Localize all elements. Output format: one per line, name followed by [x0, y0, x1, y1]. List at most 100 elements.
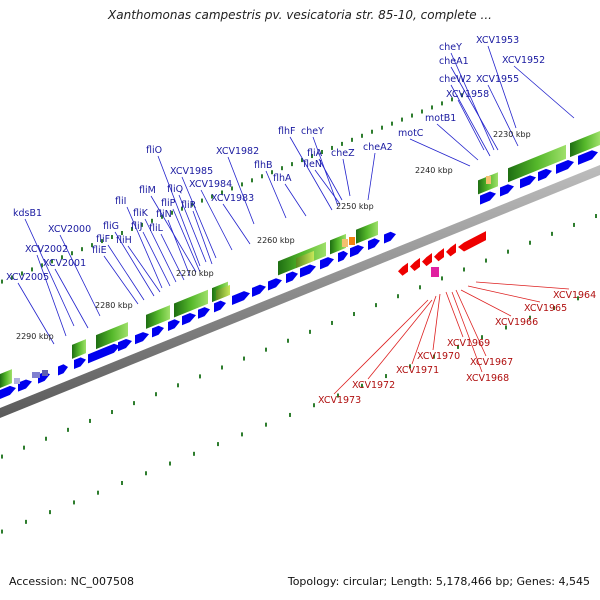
scale-dot	[311, 154, 313, 159]
scale-dot	[451, 97, 453, 102]
gene-labels: XCV1953 cheY cheA1 XCV1952 cheW2 XCV1955 XCV19…	[6, 35, 596, 406]
scale-dot	[25, 519, 27, 524]
scale-dot	[217, 442, 219, 447]
reverse-gene-leader	[455, 289, 487, 357]
forward-gene-leader	[107, 244, 145, 301]
kbp-tick-label: 2270 kbp	[176, 269, 214, 278]
reverse-gene-leader	[333, 299, 429, 395]
scale-dot	[553, 306, 555, 311]
forward-gene-label: fliR	[181, 200, 197, 211]
kbp-tick-label: 2240 kbp	[415, 166, 453, 175]
scale-dot	[375, 303, 377, 308]
reverse-gene-leader	[432, 293, 441, 351]
forward-gene-label: XCV2000	[48, 224, 91, 235]
gene-cluster-block	[508, 144, 566, 183]
gene-cluster-block	[146, 305, 170, 329]
forward-gene-label: XCV2001	[43, 258, 86, 269]
forward-gene-leader	[289, 136, 333, 211]
scale-dot	[595, 214, 597, 219]
forward-gene-label: fliL	[149, 223, 164, 234]
forward-gene-label: cheA2	[363, 142, 393, 153]
scale-dot	[265, 347, 267, 352]
scale-dot	[321, 149, 323, 154]
gene-accent-block	[349, 237, 355, 245]
forward-gene-block	[135, 332, 149, 345]
scale-dot	[89, 418, 91, 423]
forward-gene-block	[58, 364, 68, 376]
forward-gene-block	[556, 159, 574, 174]
scale-dot	[211, 194, 213, 199]
scale-dot	[341, 141, 343, 146]
scale-dot	[161, 214, 163, 219]
scale-dot	[101, 239, 103, 244]
scale-dot	[177, 383, 179, 388]
forward-gene-label: cheW2	[439, 74, 472, 85]
scale-dot	[301, 158, 303, 163]
forward-gene-block	[520, 175, 536, 189]
forward-gene-block	[18, 379, 32, 392]
scale-dot	[141, 222, 143, 227]
forward-gene-block	[168, 319, 180, 331]
forward-gene-leader	[192, 210, 213, 265]
scale-dot	[155, 392, 157, 397]
reverse-gene-label: XCV1969	[447, 338, 490, 349]
forward-gene-block	[384, 231, 396, 244]
scale-dot	[551, 231, 553, 236]
scale-dot	[171, 210, 173, 215]
topology-label: Topology: circular; Length: 5,178,466 bp…	[287, 575, 590, 588]
scale-dot	[145, 471, 147, 476]
forward-gene-block	[320, 257, 334, 270]
scale-dot	[1, 279, 3, 284]
scale-dot	[397, 294, 399, 299]
scale-dot	[261, 174, 263, 179]
forward-gene-block	[538, 168, 552, 182]
forward-gene-leader	[436, 123, 479, 161]
gene-cluster-block	[330, 233, 346, 255]
forward-gene-label: XCV1983	[211, 193, 254, 204]
gene-cluster-block	[356, 220, 378, 244]
scale-dot	[181, 206, 183, 211]
forward-gene-leader	[367, 152, 376, 201]
scale-dot	[461, 93, 463, 98]
scale-dot	[1, 529, 3, 534]
scale-dot	[431, 105, 433, 110]
forward-gene-block	[268, 278, 282, 291]
reverse-gene-leader	[451, 291, 483, 373]
forward-gene-leader	[487, 84, 519, 147]
scale-dot	[391, 121, 393, 126]
reverse-gene-label: XCV1971	[396, 365, 439, 376]
scale-dot	[441, 101, 443, 106]
kbp-tick-label: 2290 kbp	[16, 332, 54, 341]
accession-label: Accession: NC_007508	[9, 575, 135, 588]
forward-gene-block	[102, 343, 120, 358]
gene-blocks	[0, 131, 600, 399]
scale-dot	[81, 247, 83, 252]
forward-gene-leader	[314, 169, 341, 205]
forward-gene-leader	[200, 189, 233, 251]
reverse-gene-label: XCV1966	[495, 317, 538, 328]
scale-dot	[507, 249, 509, 254]
forward-gene-block	[338, 250, 348, 263]
scale-dot	[23, 445, 25, 450]
forward-gene-leader	[142, 231, 171, 287]
forward-gene-block	[198, 307, 210, 319]
forward-gene-leader	[450, 66, 499, 151]
scale-dot	[433, 354, 435, 359]
backbone-highlight	[0, 163, 600, 408]
forward-gene-leader	[318, 158, 343, 201]
scale-dot	[1, 454, 3, 459]
scale-dotted-lines	[1, 93, 597, 534]
forward-gene-leader	[513, 65, 575, 119]
scale-dot	[481, 335, 483, 340]
forward-gene-block	[578, 150, 598, 165]
forward-gene-leader	[265, 170, 287, 219]
scale-dot	[361, 383, 363, 388]
forward-gene-leader	[450, 84, 491, 157]
scale-dot	[31, 267, 33, 272]
forward-gene-leader	[450, 52, 495, 151]
scale-dot	[485, 258, 487, 263]
reverse-gene-label: XCV1968	[466, 373, 509, 384]
forward-gene-block	[286, 271, 298, 284]
forward-gene-leader	[409, 138, 471, 167]
